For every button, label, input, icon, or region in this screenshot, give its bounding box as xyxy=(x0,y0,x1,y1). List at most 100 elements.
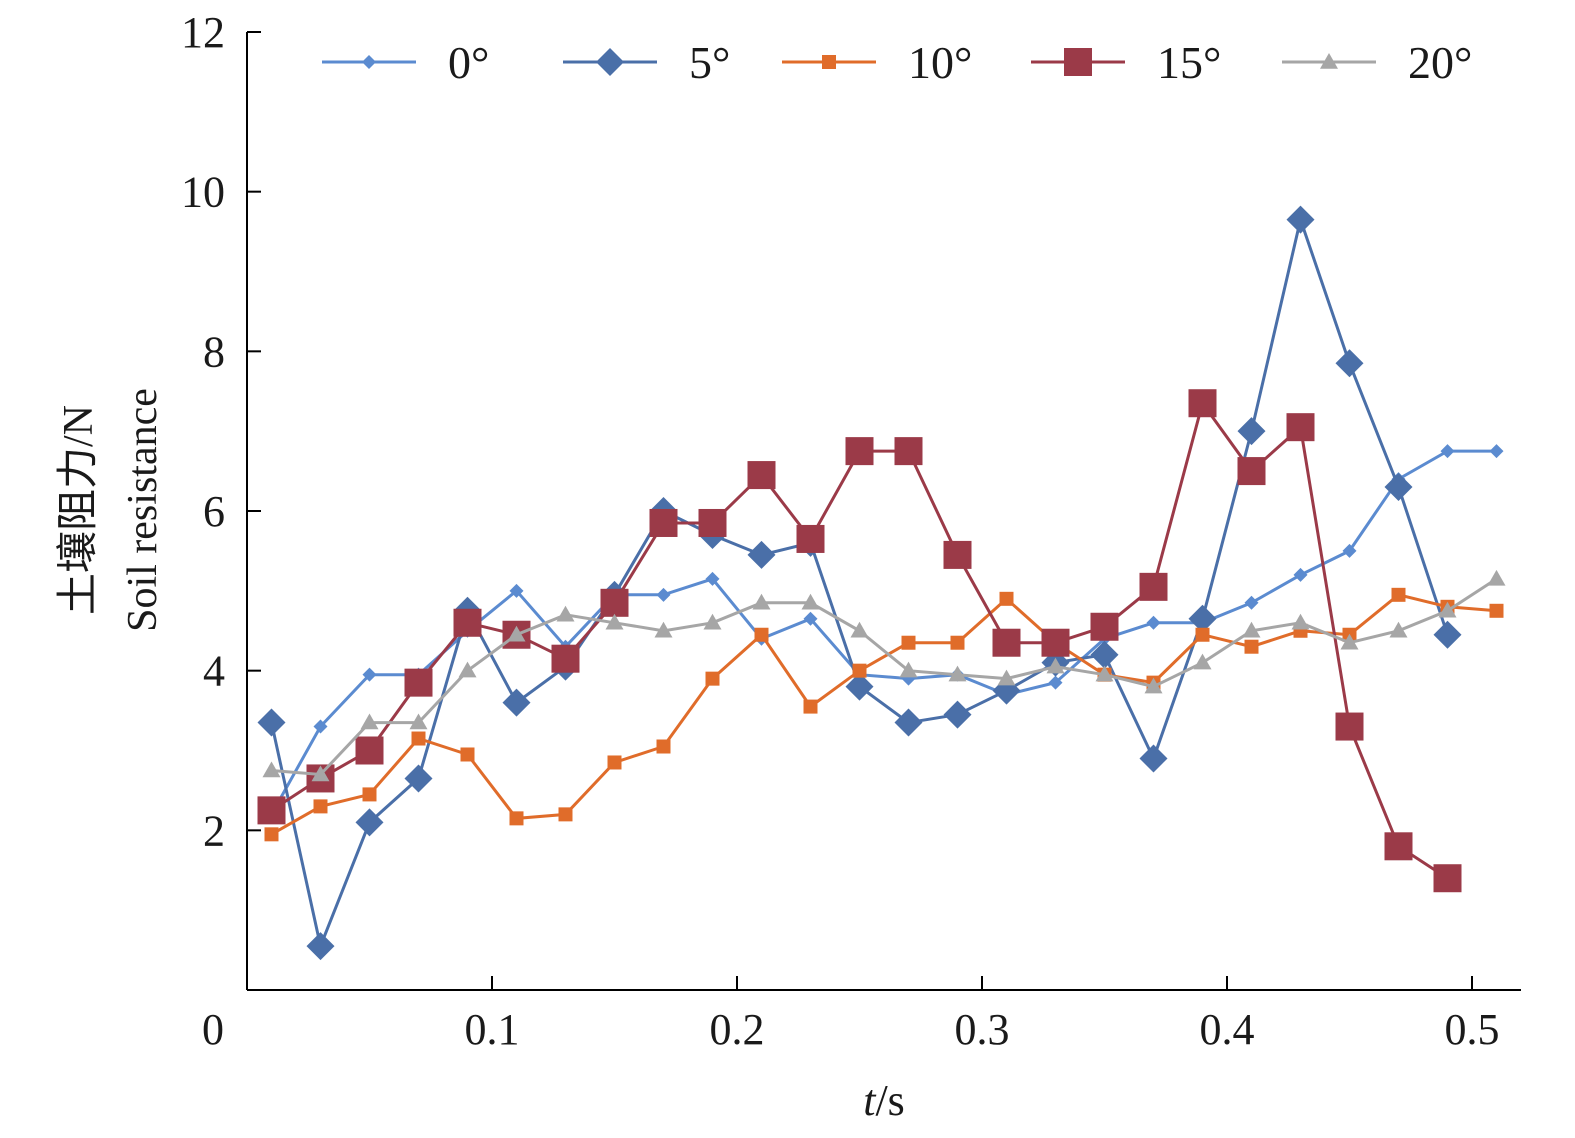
data-point-s1 xyxy=(803,611,818,626)
data-point-s5 xyxy=(1242,621,1261,638)
data-point-s5 xyxy=(1438,601,1457,618)
data-point-s5 xyxy=(948,665,967,682)
x-axis-label-unit: /s xyxy=(875,1076,904,1125)
data-point-s2 xyxy=(1188,604,1217,633)
data-point-s1 xyxy=(509,583,524,598)
data-point-s4 xyxy=(992,628,1021,657)
axis-labels: 0 t/s 土壤阻力/N Soil resistance xyxy=(55,388,905,1125)
data-point-s5 xyxy=(1046,657,1065,674)
y-tick-label: 10 xyxy=(181,168,225,217)
data-point-s2 xyxy=(1335,349,1364,378)
series-group xyxy=(257,205,1506,961)
legend-item: 0° xyxy=(322,37,489,88)
data-point-s5 xyxy=(997,669,1016,686)
data-point-s5 xyxy=(1340,633,1359,650)
data-point-s4 xyxy=(551,644,580,673)
data-point-s1 xyxy=(1440,444,1455,459)
data-point-s4 xyxy=(1237,457,1266,486)
data-point-s5 xyxy=(409,713,428,730)
data-point-s4 xyxy=(1286,413,1315,442)
y-axis-label-chinese: 土壤阻力/N xyxy=(55,405,102,615)
series-line xyxy=(271,577,1498,777)
data-point-s4 xyxy=(845,437,874,466)
legend-label: 20° xyxy=(1408,37,1472,88)
data-point-s3 xyxy=(264,827,279,842)
series-5 xyxy=(262,569,1506,782)
data-point-s2 xyxy=(1237,417,1266,446)
data-point-s3 xyxy=(950,635,965,650)
legend-label: 5° xyxy=(689,37,730,88)
data-point-s3 xyxy=(1195,627,1210,642)
data-point-s5 xyxy=(654,621,673,638)
origin-label: 0 xyxy=(202,1005,224,1054)
data-point-s3 xyxy=(852,663,867,678)
axes: 2 4 6 8 10 12 0.1 0.2 0.3 0.4 0.5 xyxy=(181,8,1521,1054)
data-point-s1 xyxy=(1342,543,1357,558)
data-point-s2 xyxy=(404,764,433,793)
data-point-s2 xyxy=(845,672,874,701)
data-point-s4 xyxy=(1090,612,1119,641)
data-point-s4 xyxy=(257,796,286,825)
data-point-s4 xyxy=(1384,832,1413,861)
data-point-s5 xyxy=(360,713,379,730)
data-point-s1 xyxy=(656,587,671,602)
data-point-s3 xyxy=(656,739,671,754)
legend-label: 15° xyxy=(1157,37,1221,88)
data-point-s5 xyxy=(556,605,575,622)
data-point-s1 xyxy=(1146,615,1161,630)
x-axis-label-variable: t xyxy=(863,1076,877,1125)
data-point-s5 xyxy=(605,613,624,630)
data-point-s3 xyxy=(705,671,720,686)
y-tick-label: 6 xyxy=(203,487,225,536)
y-tick-label: 12 xyxy=(181,8,225,57)
x-tick-label: 0.2 xyxy=(710,1005,765,1054)
x-tick-label: 0.4 xyxy=(1200,1005,1255,1054)
legend-item: 20° xyxy=(1282,37,1472,88)
series-line xyxy=(270,214,1449,952)
data-point-s1 xyxy=(705,571,720,586)
data-point-s4 xyxy=(894,437,923,466)
y-axis-label-english: Soil resistance xyxy=(120,388,166,632)
data-point-legend-marker xyxy=(822,55,836,69)
data-point-s2 xyxy=(1286,205,1315,234)
data-point-s3 xyxy=(803,699,818,714)
legend-item: 15° xyxy=(1031,37,1221,88)
x-tick-label: 0.1 xyxy=(465,1005,520,1054)
data-point-s5 xyxy=(801,593,820,610)
data-point-s3 xyxy=(754,627,769,642)
data-point-s5 xyxy=(1389,621,1408,638)
data-point-s1 xyxy=(1048,675,1063,690)
data-point-s1 xyxy=(362,667,377,682)
data-point-s5 xyxy=(1487,569,1506,586)
y-tick-label: 2 xyxy=(203,806,225,855)
legend-item: 10° xyxy=(782,37,972,88)
data-point-s4 xyxy=(1188,389,1217,418)
data-point-s3 xyxy=(362,787,377,802)
series-2 xyxy=(257,205,1462,961)
x-tick-label: 0.5 xyxy=(1445,1005,1500,1054)
data-point-s2 xyxy=(1384,473,1413,502)
data-point-s5 xyxy=(899,661,918,678)
legend-item: 5° xyxy=(563,37,730,88)
data-point-s3 xyxy=(460,747,475,762)
data-point-s4 xyxy=(355,736,384,765)
data-point-s5 xyxy=(1291,613,1310,630)
data-point-s4 xyxy=(698,508,727,537)
data-point-legend-marker xyxy=(596,48,624,76)
data-point-s4 xyxy=(649,508,678,537)
data-point-s3 xyxy=(1489,603,1504,618)
y-tick-label: 4 xyxy=(203,647,225,696)
data-point-s5 xyxy=(752,593,771,610)
data-point-s1 xyxy=(1244,595,1259,610)
data-point-s5 xyxy=(1193,653,1212,670)
series-3 xyxy=(264,587,1504,842)
data-point-s2 xyxy=(257,708,286,737)
x-tick-label: 0.3 xyxy=(955,1005,1010,1054)
data-point-s1 xyxy=(313,719,328,734)
data-point-s2 xyxy=(502,688,531,717)
data-point-s2 xyxy=(894,708,923,737)
data-point-s5 xyxy=(311,765,330,782)
data-point-s4 xyxy=(1335,712,1364,741)
data-point-s4 xyxy=(1433,864,1462,893)
